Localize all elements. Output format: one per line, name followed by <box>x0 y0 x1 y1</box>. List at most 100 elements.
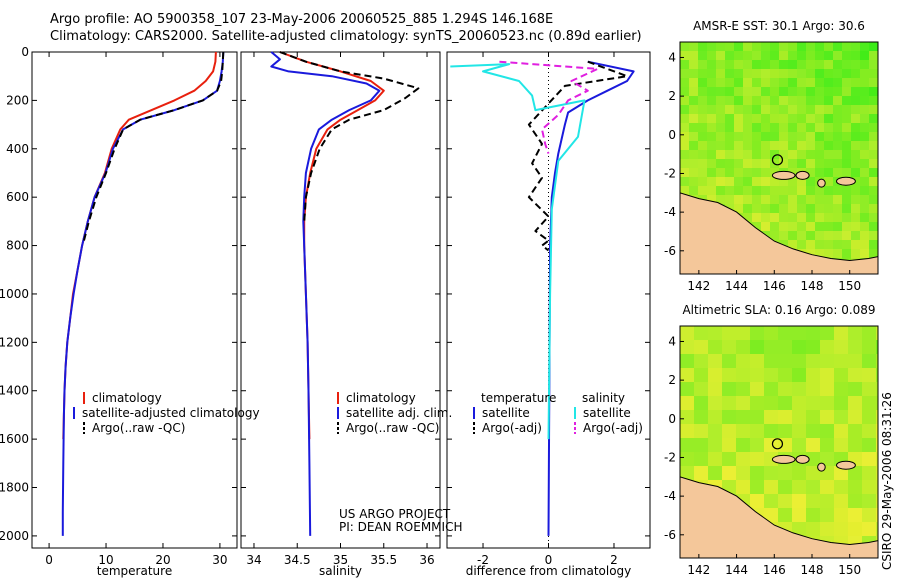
map-cell <box>834 382 849 397</box>
map-cell <box>820 340 835 355</box>
map-cell <box>842 114 852 124</box>
map-cell <box>862 452 877 467</box>
map-cell <box>764 410 779 425</box>
map-cell <box>743 177 753 187</box>
map-cell <box>792 340 807 355</box>
map-cell <box>725 60 735 70</box>
map-cell <box>820 368 835 383</box>
map-cell <box>851 141 861 151</box>
argo-position-marker <box>771 438 784 450</box>
x-tick-label: 0 <box>545 553 553 567</box>
map-cell <box>792 382 807 397</box>
map-cell <box>770 213 780 223</box>
map-cell <box>815 231 825 241</box>
map-cell <box>778 340 793 355</box>
map-cell <box>876 326 878 341</box>
map-cell <box>842 51 852 61</box>
map-cell <box>734 87 744 97</box>
map-x-tick-label: 146 <box>763 563 786 577</box>
map-cell <box>851 204 861 214</box>
map-cell <box>722 326 737 341</box>
map-cell <box>743 87 753 97</box>
map-cell <box>833 114 843 124</box>
map-cell <box>778 326 793 341</box>
map-cell <box>707 105 717 115</box>
map-cell <box>851 240 861 250</box>
map-cell <box>708 326 723 341</box>
map-cell <box>806 186 816 196</box>
map-cell <box>815 78 825 88</box>
map-cell <box>834 424 849 439</box>
map-cell <box>722 466 737 481</box>
map-cell <box>725 87 735 97</box>
map-cell <box>722 452 737 467</box>
map-cell <box>815 213 825 223</box>
map-cell <box>680 340 695 355</box>
map-cell <box>860 60 870 70</box>
map-cell <box>734 60 744 70</box>
map-cell <box>689 96 699 106</box>
map-cell <box>806 96 816 106</box>
map-cell <box>764 340 779 355</box>
map-cell <box>743 42 753 52</box>
map-cell <box>680 424 695 439</box>
map-cell <box>698 78 708 88</box>
map-cell <box>806 438 821 453</box>
map-cell <box>834 396 849 411</box>
map-cell <box>750 368 765 383</box>
map-cell <box>833 186 843 196</box>
map-cell <box>824 141 834 151</box>
map-cell <box>722 396 737 411</box>
map-cell <box>716 78 726 88</box>
map-cell <box>862 396 877 411</box>
map-cell <box>842 105 852 115</box>
map-cell <box>707 177 717 187</box>
map-cell <box>834 354 849 369</box>
map-cell <box>698 159 708 169</box>
map-cell <box>833 105 843 115</box>
map-cell <box>848 522 863 537</box>
map-cell <box>779 114 789 124</box>
map-y-tick-label: -2 <box>664 166 676 180</box>
map-cell <box>848 326 863 341</box>
map-cell <box>842 168 852 178</box>
map-cell <box>824 168 834 178</box>
map-cell <box>815 249 825 259</box>
map-cell <box>764 508 779 523</box>
map-cell <box>770 222 780 232</box>
map-y-tick-label: 2 <box>668 89 676 103</box>
map-cell <box>833 141 843 151</box>
map-cell <box>792 508 807 523</box>
map-cell <box>842 60 852 70</box>
map-cell <box>869 60 878 70</box>
map-cell <box>725 51 735 61</box>
map-cell <box>848 508 863 523</box>
map-cell <box>860 105 870 115</box>
map-cell <box>734 159 744 169</box>
map-x-tick-label: 148 <box>801 279 824 293</box>
x-tick-label: 36 <box>419 553 434 567</box>
map-title: AMSR-E SST: 30.1 Argo: 30.6 <box>693 19 865 33</box>
map-cell <box>842 213 852 223</box>
map-cell <box>788 132 798 142</box>
map-cell <box>869 42 878 52</box>
map-cell <box>752 87 762 97</box>
map-cell <box>797 159 807 169</box>
map-cell <box>860 186 870 196</box>
map-cell <box>716 186 726 196</box>
map-cell <box>815 69 825 79</box>
map-cell <box>806 159 816 169</box>
map-cell <box>824 132 834 142</box>
map-cell <box>824 51 834 61</box>
map-cell <box>680 51 690 61</box>
map-cell <box>860 96 870 106</box>
map-cell <box>770 132 780 142</box>
map-cell <box>722 354 737 369</box>
map-cell <box>797 42 807 52</box>
legend-sal-satellite: satellite adj. clim. <box>337 406 452 420</box>
map-cell <box>750 438 765 453</box>
map-cell <box>860 204 870 214</box>
map-y-tick-label: 0 <box>668 128 676 142</box>
map-cell <box>708 466 723 481</box>
